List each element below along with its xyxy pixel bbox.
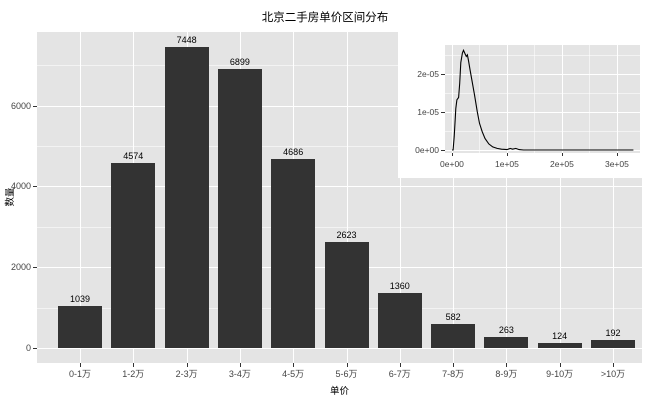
gridline-vertical [613, 32, 614, 363]
inset-x-tick-mark [561, 153, 563, 156]
bar-7-8万 [431, 324, 476, 348]
gridline-vertical [399, 32, 401, 363]
gridline-minor [37, 145, 642, 147]
gridline-vertical [346, 32, 348, 363]
inset-x-tick-label: 2e+05 [549, 159, 574, 169]
gridline-minor [445, 54, 640, 56]
bar-value-label: 1360 [389, 281, 410, 292]
bar-1-2万 [111, 163, 156, 348]
x-tick-mark [186, 363, 188, 367]
x-tick-label: 9-10万 [546, 369, 574, 379]
gridline-minor [534, 45, 536, 153]
y-tick-label: 6000 [10, 100, 31, 111]
y-tick-label: 2000 [10, 262, 31, 273]
inset-x-tick-mark [616, 153, 618, 156]
gridline-major [445, 73, 640, 75]
bar-value-label: 582 [445, 312, 461, 323]
gridline-vertical [453, 32, 455, 363]
x-axis-title: 单价 [329, 386, 349, 397]
bar-value-label: 263 [498, 325, 514, 336]
x-tick-mark [239, 363, 241, 367]
x-tick-mark [293, 363, 295, 367]
gridline-major [451, 45, 453, 153]
x-tick-label: 3-4万 [228, 369, 251, 379]
inset-x-tick-label: 1e+05 [495, 159, 519, 169]
bar-6-7万 [377, 293, 422, 348]
bar-4-5万 [271, 158, 316, 348]
bar-value-label: 4574 [123, 151, 144, 162]
inset-x-tick-label: 3e+05 [604, 159, 629, 169]
inset-y-tick-label: 0e+00 [415, 144, 439, 155]
gridline-minor [589, 45, 591, 153]
gridline-minor [445, 130, 640, 132]
x-tick-mark [133, 363, 135, 367]
x-tick-label: 2-3万 [175, 369, 198, 379]
bar-9-10万 [537, 342, 582, 348]
gridline-major [506, 45, 508, 153]
gridline-minor [479, 45, 481, 153]
y-tick-mark [33, 186, 37, 188]
x-tick-label: 4-5万 [282, 369, 305, 379]
inset-y-tick-label: 1e-05 [417, 106, 439, 117]
gridline-major [37, 347, 642, 349]
bar-value-label: 6899 [229, 57, 250, 68]
bar->10万 [591, 340, 635, 348]
bar-2-3万 [164, 47, 209, 348]
gridline-major [37, 186, 642, 188]
x-tick-mark [80, 363, 81, 367]
bar-value-label: 4686 [283, 146, 304, 157]
inset-y-tick-label: 2e-05 [417, 68, 439, 79]
inset-x-tick-mark [451, 153, 453, 156]
bar-5-6万 [324, 241, 369, 348]
x-tick-mark [506, 363, 508, 367]
gridline-minor [37, 226, 642, 228]
x-tick-label: 8-9万 [495, 369, 518, 379]
x-tick-label: 5-6万 [335, 369, 358, 379]
y-tick-mark [33, 267, 37, 269]
y-tick-label: 0 [25, 342, 31, 353]
y-tick-label: 4000 [10, 181, 31, 192]
gridline-minor [445, 92, 640, 94]
gridline-major [37, 105, 642, 107]
x-tick-label: 7-8万 [442, 369, 465, 379]
bar-0-1万 [58, 305, 102, 348]
bar-3-4万 [217, 69, 262, 348]
y-tick-mark [33, 105, 37, 107]
inset-y-tick-mark [441, 73, 445, 75]
bar-value-label: 124 [552, 330, 568, 341]
x-tick-label: 0-1万 [68, 369, 91, 379]
gridline-vertical [506, 32, 508, 363]
x-tick-label: >10万 [600, 369, 626, 379]
x-tick-mark [559, 363, 561, 367]
inset-density-plot: 0e+00 1e+05 2e+05 3e+05 0e+00 1e-05 2e-05 [398, 28, 650, 178]
gridline-major [616, 45, 618, 153]
inset-x-tick-label: 0e+00 [440, 159, 464, 169]
gridline-minor [37, 65, 642, 67]
bar-value-label: 7448 [176, 35, 197, 46]
x-tick-mark [346, 363, 348, 367]
chart-title: 北京二手房单价区间分布 [261, 12, 389, 24]
x-tick-mark [399, 363, 401, 367]
inset-plot-panel [445, 45, 640, 153]
y-tick-mark [33, 347, 37, 349]
bar-value-label: 1039 [69, 293, 91, 304]
x-tick-mark [613, 363, 614, 367]
gridline-major [445, 111, 640, 113]
gridline-major [561, 45, 563, 153]
density-curve [452, 48, 634, 151]
gridline-vertical [559, 32, 561, 363]
bar-value-label: 2623 [336, 229, 357, 240]
x-tick-label: 6-7万 [388, 369, 411, 379]
bar-value-label: 192 [605, 328, 621, 339]
inset-x-tick-mark [506, 153, 508, 156]
inset-y-tick-mark [441, 111, 445, 113]
x-tick-label: 1-2万 [122, 369, 145, 379]
gridline-vertical [80, 32, 81, 363]
bar-8-9万 [484, 337, 529, 348]
x-tick-mark [453, 363, 455, 367]
inset-y-tick-mark [441, 149, 445, 151]
